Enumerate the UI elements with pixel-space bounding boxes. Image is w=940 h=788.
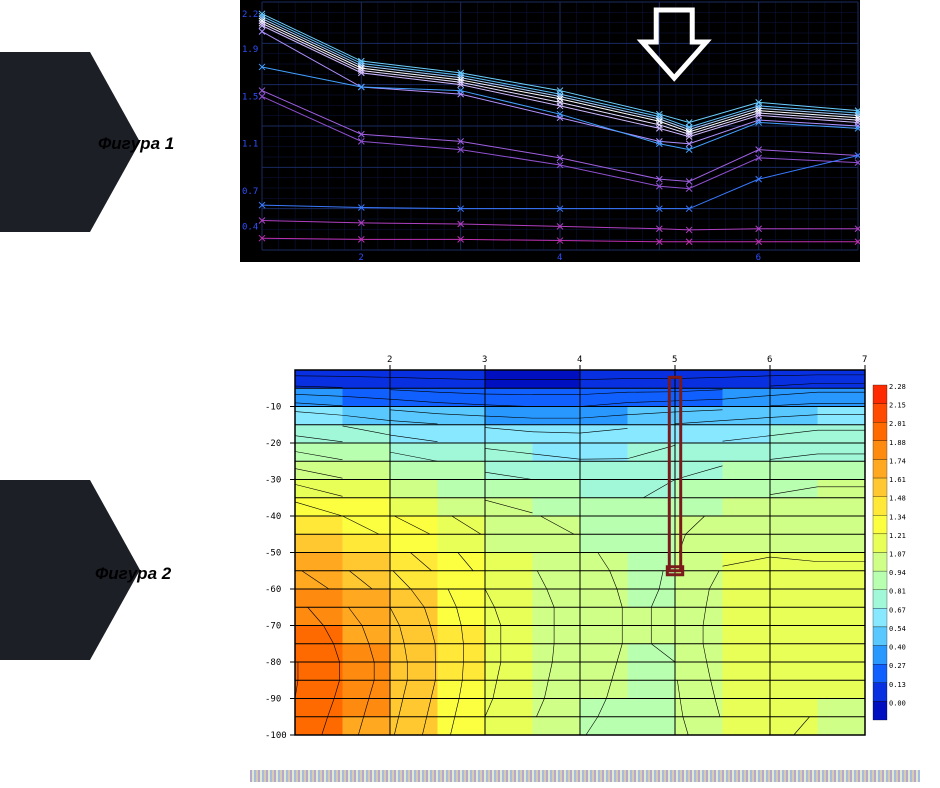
svg-text:0.81: 0.81 — [889, 588, 906, 596]
svg-text:0.7: 0.7 — [242, 187, 258, 197]
svg-text:-40: -40 — [265, 512, 281, 522]
noise-strip — [250, 770, 920, 782]
svg-text:1.07: 1.07 — [889, 551, 906, 559]
pointer-shape-2 — [0, 480, 90, 660]
svg-text:4: 4 — [557, 253, 562, 262]
svg-text:6: 6 — [756, 253, 761, 262]
svg-text:2: 2 — [387, 355, 392, 365]
svg-text:1.61: 1.61 — [889, 476, 906, 484]
svg-text:1.5: 1.5 — [242, 92, 258, 102]
svg-text:2: 2 — [358, 253, 363, 262]
svg-text:0.40: 0.40 — [889, 644, 906, 652]
svg-text:1.48: 1.48 — [889, 495, 906, 503]
svg-text:7: 7 — [862, 355, 867, 365]
svg-text:5: 5 — [672, 355, 677, 365]
svg-text:0.27: 0.27 — [889, 662, 906, 670]
svg-text:2.28: 2.28 — [889, 383, 906, 391]
svg-text:0.54: 0.54 — [889, 625, 906, 633]
svg-text:-70: -70 — [265, 622, 281, 632]
svg-text:1.74: 1.74 — [889, 457, 906, 465]
svg-text:-10: -10 — [265, 403, 281, 413]
svg-text:2.01: 2.01 — [889, 420, 906, 428]
svg-text:-100: -100 — [265, 731, 287, 740]
svg-text:-20: -20 — [265, 439, 281, 449]
svg-text:2.15: 2.15 — [889, 402, 906, 410]
svg-text:1.88: 1.88 — [889, 439, 906, 447]
svg-text:0.67: 0.67 — [889, 606, 906, 614]
chart-2-contour-heatmap: 2 3 4 5 6 7 -10 -20 -30 -40 -50 -60 -70 -80 -90 -100 2.2… — [250, 350, 920, 740]
svg-text:4: 4 — [577, 355, 582, 365]
svg-text:-30: -30 — [265, 476, 281, 486]
chart-1-svg: 0.4 0.7 1.1 1.5 1.9 2.2 2 4 6 — [240, 0, 860, 262]
chart-1-line-plot: 0.4 0.7 1.1 1.5 1.9 2.2 2 4 6 — [240, 0, 860, 262]
svg-text:1.21: 1.21 — [889, 532, 906, 540]
svg-text:0.4: 0.4 — [242, 222, 258, 232]
figure-1-label: Фигура 1 — [98, 134, 174, 154]
svg-text:-80: -80 — [265, 658, 281, 668]
svg-text:-50: -50 — [265, 549, 281, 559]
figure-2-label: Фигура 2 — [95, 564, 171, 584]
pointer-shape-1 — [0, 52, 90, 232]
svg-text:2.2: 2.2 — [242, 10, 258, 20]
svg-text:1.9: 1.9 — [242, 45, 258, 55]
svg-text:3: 3 — [482, 355, 487, 365]
svg-text:-60: -60 — [265, 585, 281, 595]
svg-text:0.00: 0.00 — [889, 699, 906, 707]
svg-text:0.13: 0.13 — [889, 681, 906, 689]
svg-text:1.34: 1.34 — [889, 513, 906, 521]
svg-text:1.1: 1.1 — [242, 140, 258, 150]
svg-text:-90: -90 — [265, 695, 281, 705]
svg-text:6: 6 — [767, 355, 772, 365]
svg-text:0.94: 0.94 — [889, 569, 906, 577]
chart-2-svg: 2 3 4 5 6 7 -10 -20 -30 -40 -50 -60 -70 -80 -90 -100 2.2… — [250, 350, 920, 740]
